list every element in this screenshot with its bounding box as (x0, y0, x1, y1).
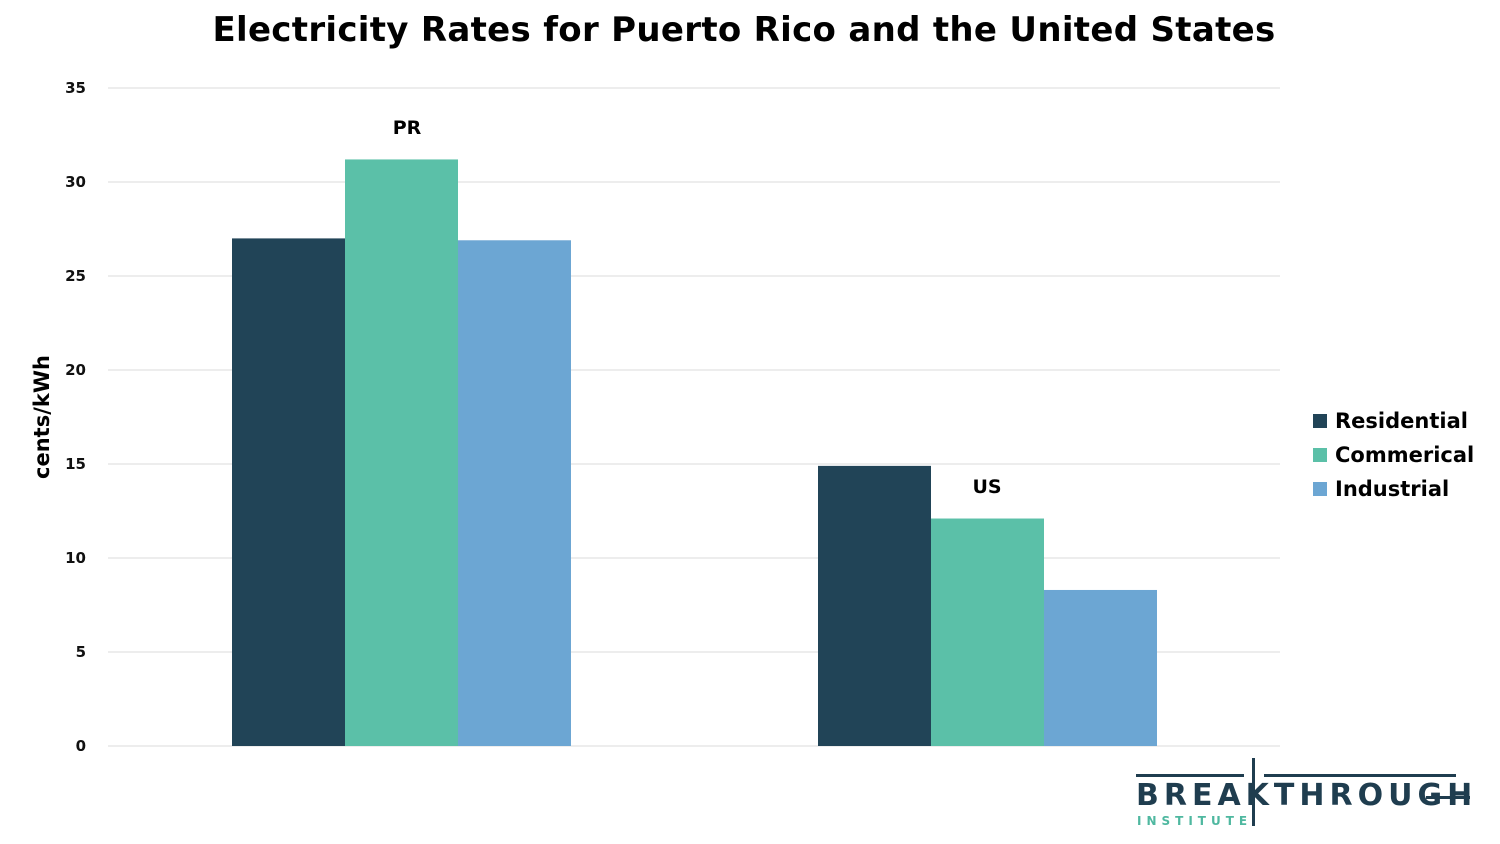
legend-label: Industrial (1335, 477, 1450, 501)
bar-pr-residential (232, 238, 345, 746)
bar-us-industrial (1044, 589, 1157, 746)
y-axis-ticks: 0 5 10 15 20 25 30 35 (65, 79, 86, 755)
logo-rule-right (1264, 774, 1456, 777)
legend: Residential Commerical Industrial (1313, 404, 1474, 506)
legend-swatch-residential (1313, 414, 1327, 428)
y-tick-label: 30 (65, 173, 86, 191)
legend-item-commercial: Commerical (1313, 438, 1474, 472)
legend-swatch-industrial (1313, 482, 1327, 496)
legend-swatch-commercial (1313, 448, 1327, 462)
y-tick-label: 0 (76, 737, 86, 755)
breakthrough-logo: BREAKTHROUGH INSTITUTE (1136, 758, 1476, 828)
y-tick-label: 20 (65, 361, 86, 379)
legend-label: Commerical (1335, 443, 1475, 467)
legend-label: Residential (1335, 409, 1468, 433)
logo-rule-left (1136, 774, 1244, 777)
category-labels: PR US (393, 117, 1002, 498)
y-tick-label: 15 (65, 455, 86, 473)
bars (232, 159, 1157, 746)
bar-us-commerical (931, 518, 1044, 746)
category-label-pr: PR (393, 117, 422, 139)
y-tick-label: 5 (76, 643, 86, 661)
legend-item-industrial: Industrial (1313, 472, 1474, 506)
logo-wordmark: BREAKTHROUGH (1136, 778, 1478, 813)
bar-pr-commerical (345, 159, 458, 746)
y-tick-label: 35 (65, 79, 86, 97)
logo-subtitle: INSTITUTE (1137, 814, 1253, 828)
bar-us-residential (818, 465, 931, 746)
logo-vertical-stroke (1252, 758, 1255, 826)
category-label-us: US (972, 476, 1001, 498)
y-tick-label: 25 (65, 267, 86, 285)
chart-title: Electricity Rates for Puerto Rico and th… (212, 10, 1276, 50)
logo-rule-tail (1426, 796, 1470, 799)
legend-item-residential: Residential (1313, 404, 1474, 438)
y-tick-label: 10 (65, 549, 86, 567)
y-axis-label: cents/kWh (30, 355, 54, 479)
bar-pr-industrial (458, 240, 571, 746)
